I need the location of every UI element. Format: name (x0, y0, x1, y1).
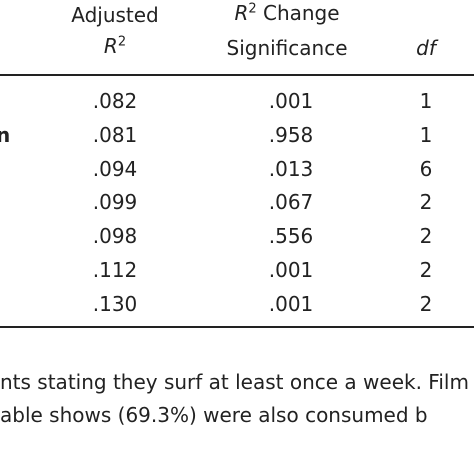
cell: .130 (92, 291, 138, 316)
cell: .099 (92, 190, 138, 215)
row-label: n (0, 122, 11, 147)
cell: .001 (268, 89, 314, 113)
header-text: df (416, 36, 436, 60)
header-sup: 2 (117, 34, 127, 50)
cell: .013 (268, 156, 314, 181)
footnote: nts stating they surf at least once a we… (0, 370, 469, 394)
footnote: able shows (69.3%) were also consumed b (0, 403, 428, 427)
cell: .958 (268, 122, 314, 147)
header-var: R (234, 1, 249, 25)
cell: 1 (419, 89, 433, 113)
cell: 6 (419, 156, 433, 181)
cell: 2 (419, 258, 433, 282)
cell: .556 (268, 224, 314, 249)
cell: .001 (268, 291, 314, 316)
cell: .001 (268, 258, 314, 282)
header-text: R2 (104, 34, 126, 58)
cell: 2 (419, 291, 433, 316)
cell: 1 (419, 122, 433, 147)
cell: .094 (92, 156, 138, 181)
cell: .067 (268, 190, 314, 215)
cell: .082 (92, 89, 138, 113)
header-sup: 2 (248, 1, 257, 17)
rule (0, 74, 474, 76)
cell: 2 (419, 190, 433, 215)
header-var: df (416, 36, 436, 60)
header-text: Change (262, 1, 340, 25)
header-text: Adjusted (71, 3, 159, 27)
cell: 2 (419, 224, 433, 249)
header-var: R (103, 34, 118, 58)
rule (0, 326, 474, 328)
cell: .098 (92, 224, 138, 249)
cell: .081 (92, 122, 138, 147)
header-text: Significance (226, 36, 348, 60)
header-text: R2 Change (234, 1, 339, 25)
cell: .112 (92, 258, 138, 282)
